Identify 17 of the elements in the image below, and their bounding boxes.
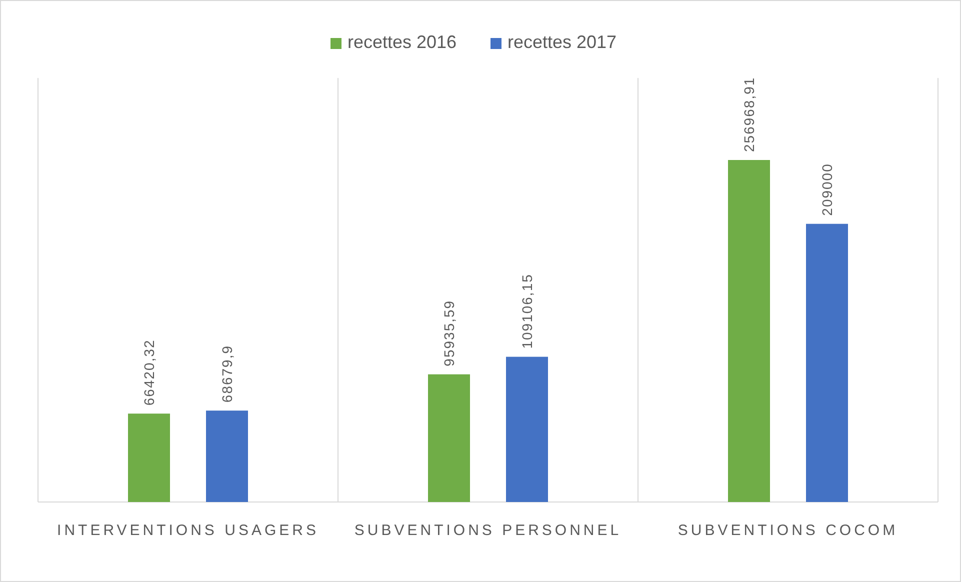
data-label: 95935,59 (441, 300, 457, 366)
legend-label: recettes 2016 (348, 32, 457, 52)
data-label: 68679,9 (219, 344, 235, 403)
x-tick-label: SUBVENTIONS COCOM (678, 522, 898, 539)
bar (206, 410, 248, 502)
data-label: 256968,91 (741, 76, 757, 152)
bar (728, 160, 770, 502)
x-tick-label: INTERVENTIONS USAGERS (57, 522, 319, 539)
data-label: 209000 (819, 163, 835, 216)
data-label: 109106,15 (519, 274, 535, 349)
bar (428, 374, 470, 502)
legend-label: recettes 2017 (508, 32, 617, 52)
x-tick-label: SUBVENTIONS PERSONNEL (354, 522, 622, 539)
bar (506, 356, 548, 502)
bar (128, 414, 170, 502)
bar (806, 224, 848, 502)
data-label: 66420,32 (141, 339, 157, 406)
